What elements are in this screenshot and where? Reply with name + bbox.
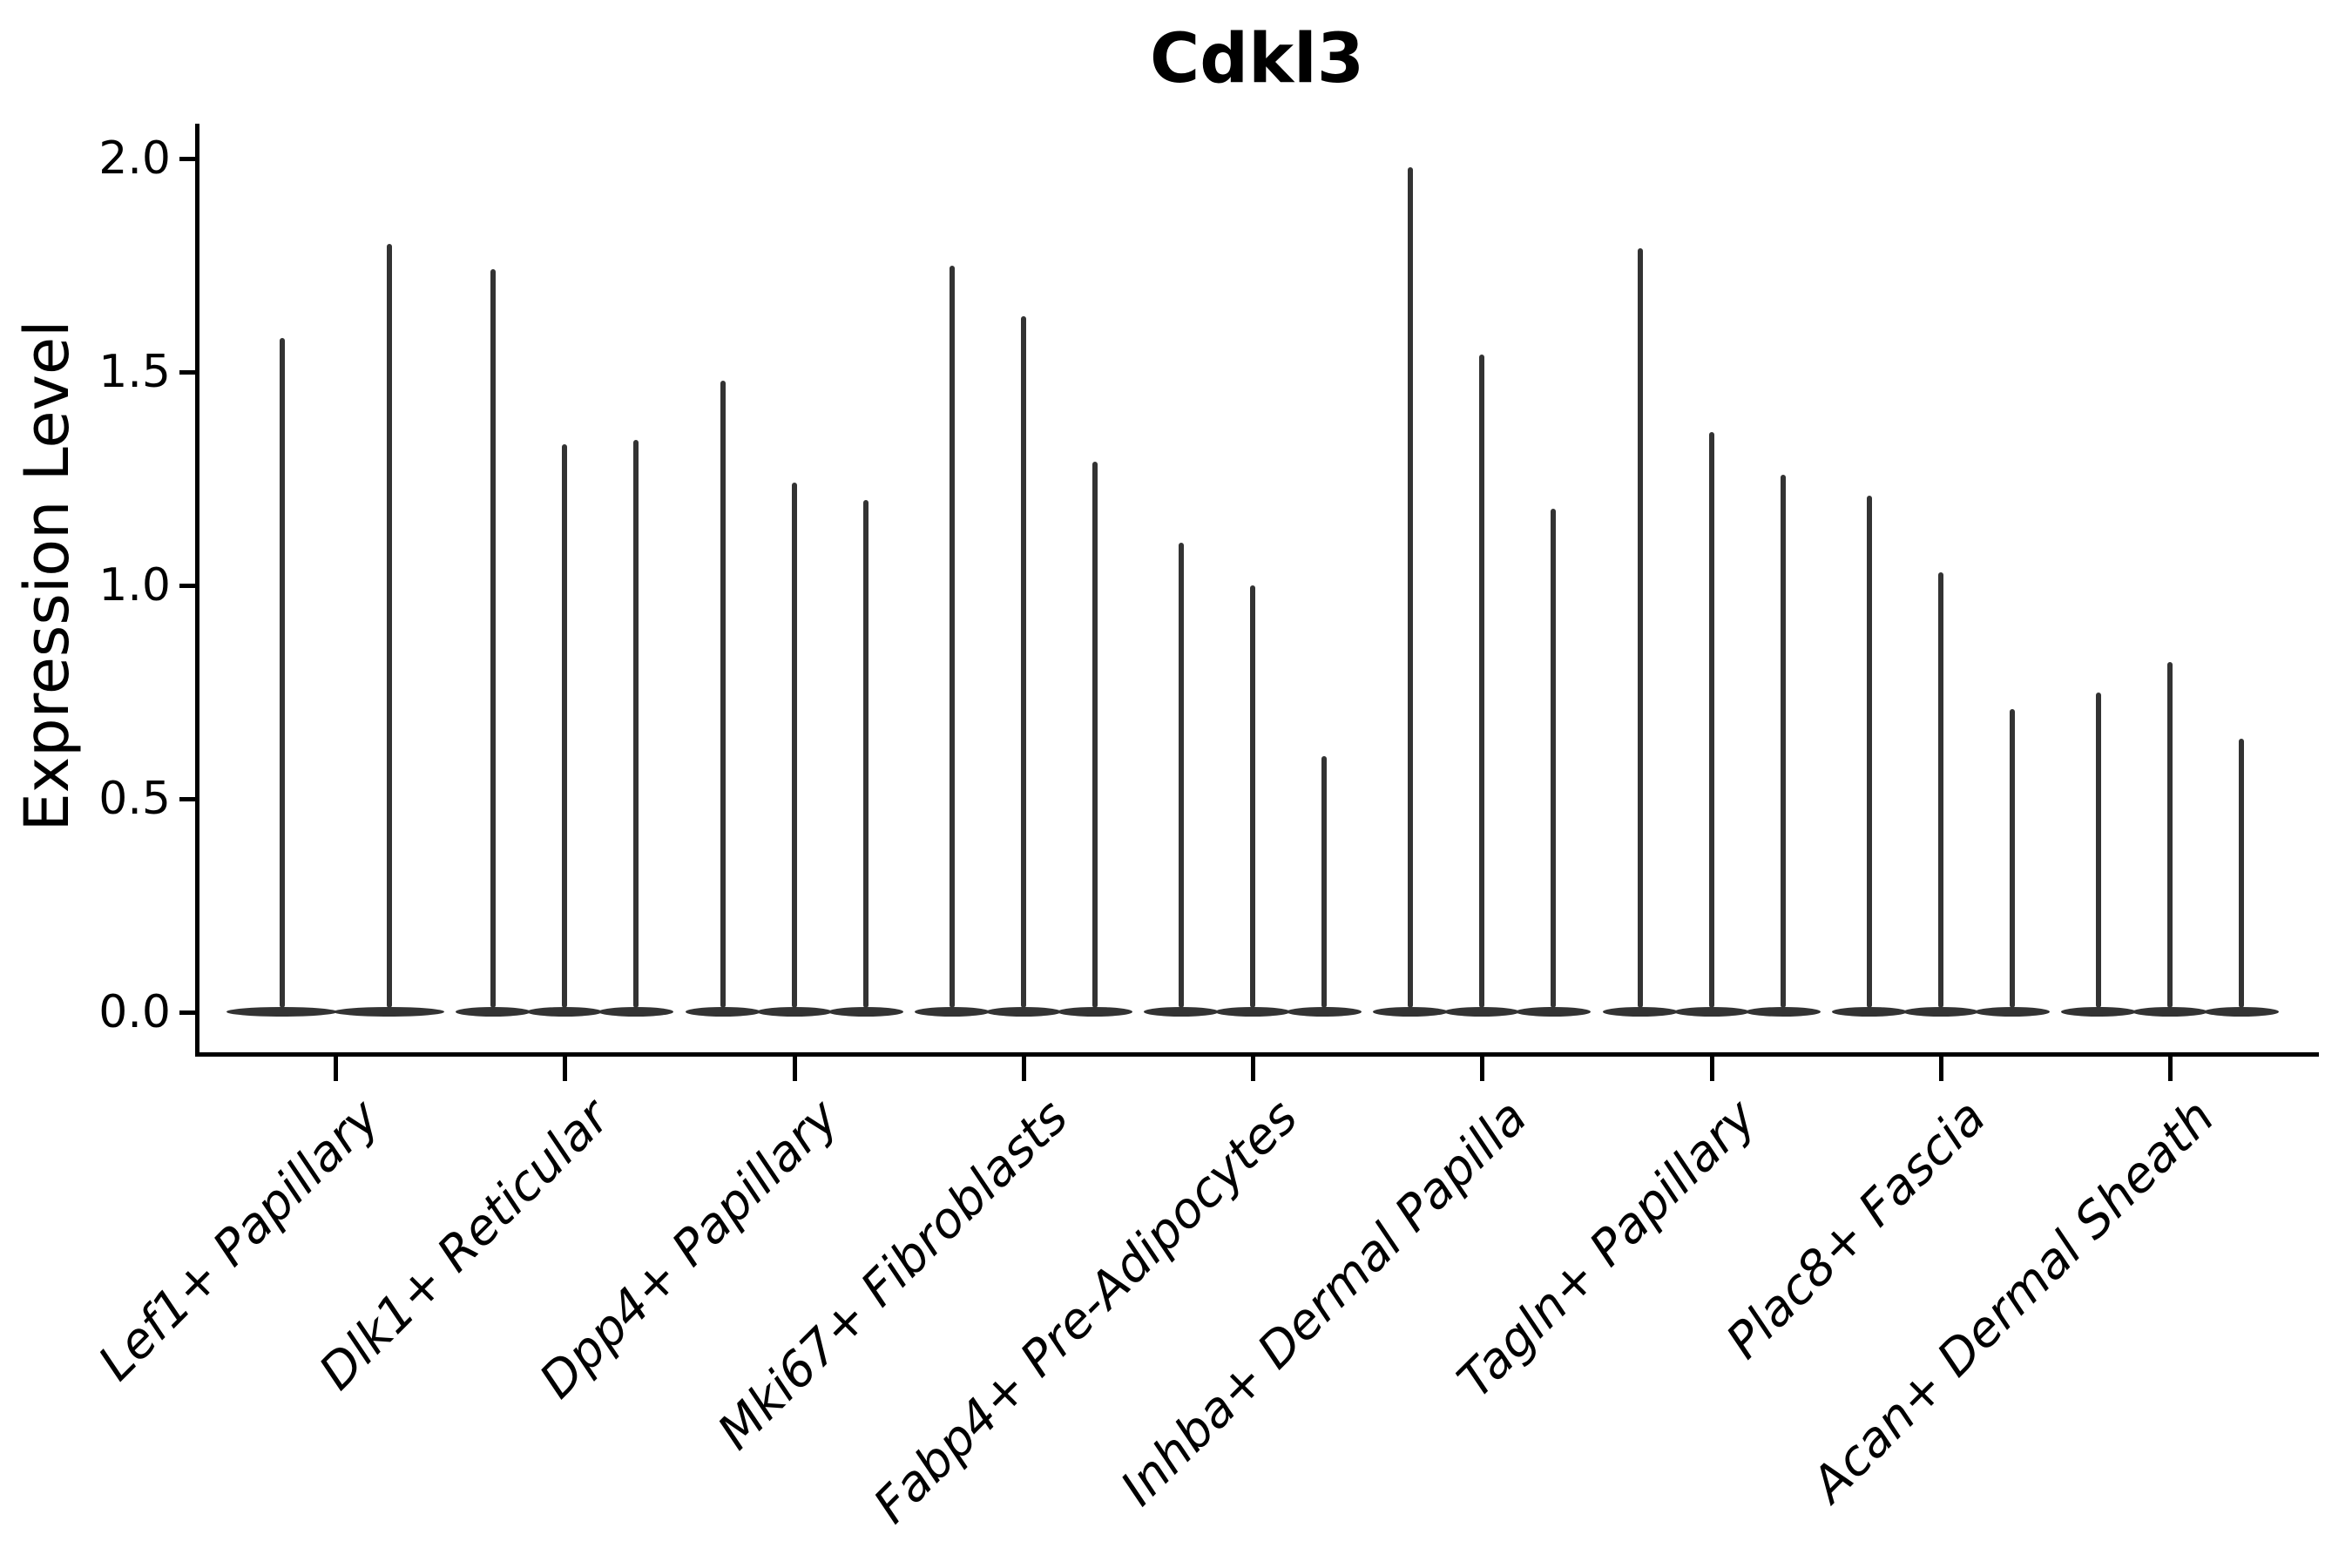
y-tick-label: 0.0	[98, 986, 171, 1038]
x-tick	[1938, 1057, 1943, 1081]
x-tick-label: Fabp4+ Pre-Adipocytes	[862, 1089, 1308, 1535]
violin-spike	[562, 444, 568, 1008]
violin-base	[2061, 1007, 2136, 1017]
violin-base	[334, 1007, 444, 1017]
violin-base	[1057, 1007, 1132, 1017]
x-tick-label: Acan+ Dermal Sheath	[1801, 1089, 2226, 1513]
violin-spike	[2096, 692, 2101, 1008]
chart-title: Cdkl3	[1150, 20, 1364, 98]
y-tick	[179, 797, 195, 801]
violin-base	[1745, 1007, 1821, 1017]
violin-spike	[490, 269, 497, 1008]
violin-spike	[791, 483, 797, 1008]
x-tick	[2168, 1057, 2173, 1081]
violin-base	[1974, 1007, 2050, 1017]
violin-spike	[1637, 247, 1643, 1008]
violin-base	[1516, 1007, 1592, 1017]
violin-base	[685, 1007, 760, 1017]
y-tick	[179, 157, 195, 161]
violin-spike	[1708, 431, 1714, 1008]
x-tick	[792, 1057, 797, 1081]
violin-base	[2204, 1007, 2279, 1017]
y-tick-label: 1.5	[98, 346, 171, 398]
violin-spike	[1937, 572, 1943, 1008]
x-tick	[1480, 1057, 1485, 1081]
violin-base	[456, 1007, 531, 1017]
violin-spike	[1479, 355, 1485, 1008]
x-tick	[1021, 1057, 1026, 1081]
x-tick	[334, 1057, 338, 1081]
y-tick-label: 1.0	[98, 559, 171, 612]
violin-spike	[1551, 508, 1557, 1008]
violin-base	[1287, 1007, 1362, 1017]
violin-spike	[949, 265, 955, 1008]
violin-base	[2132, 1007, 2207, 1017]
violin-spike	[1020, 316, 1026, 1008]
violin-spike	[2009, 709, 2015, 1008]
y-tick	[179, 370, 195, 375]
violin-spike	[1179, 543, 1184, 1008]
violin-spike	[1866, 496, 1872, 1008]
x-tick	[1709, 1057, 1714, 1081]
violin-base	[1673, 1007, 1749, 1017]
violin-spike	[1250, 585, 1255, 1008]
x-tick	[1251, 1057, 1255, 1081]
y-tick-label: 0.5	[98, 773, 171, 825]
violin-base	[598, 1007, 674, 1017]
violin-spike	[862, 500, 868, 1008]
violin-spike	[720, 380, 726, 1008]
violin-base	[828, 1007, 903, 1017]
violin-spike	[1780, 474, 1786, 1008]
violin-spike	[279, 337, 285, 1008]
violin-spike	[1321, 756, 1327, 1008]
x-tick-label: Inhba+ Dermal Papilla	[1110, 1089, 1538, 1517]
y-tick	[179, 584, 195, 588]
violin-spike	[2167, 662, 2173, 1008]
violin-spike	[2239, 739, 2244, 1008]
violin-base	[1144, 1007, 1219, 1017]
violin-base	[1831, 1007, 1907, 1017]
x-tick	[563, 1057, 568, 1081]
violin-spike	[1408, 166, 1414, 1008]
violin-spike	[633, 440, 639, 1008]
violin-base	[1373, 1007, 1449, 1017]
violin-base	[527, 1007, 603, 1017]
y-axis-spine	[195, 124, 199, 1057]
y-tick	[179, 1010, 195, 1015]
violin-base	[1602, 1007, 1678, 1017]
violin-base	[1215, 1007, 1290, 1017]
violin-base	[1903, 1007, 1978, 1017]
violin-base	[1444, 1007, 1520, 1017]
y-tick-label: 2.0	[98, 132, 171, 185]
violin-base	[756, 1007, 832, 1017]
x-axis-spine	[195, 1052, 2319, 1057]
violin-base	[914, 1007, 990, 1017]
violin-spike	[1092, 461, 1098, 1008]
violin-base	[226, 1007, 337, 1017]
violin-spike	[386, 244, 392, 1008]
violin-base	[985, 1007, 1061, 1017]
